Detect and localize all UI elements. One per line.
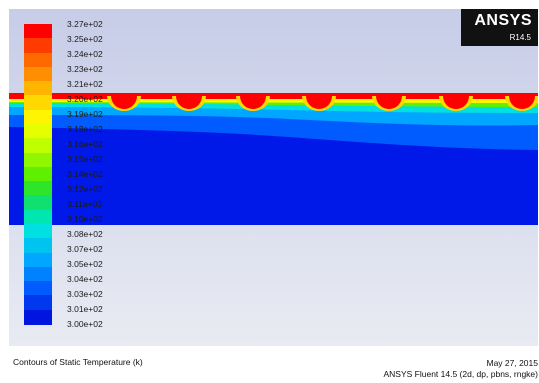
logo-version: R14.5 [509,33,531,42]
heated-tube [509,96,535,109]
ansys-logo: ANSYS R14.5 [461,9,538,46]
colormap-level-label: 3.19e+02 [67,109,103,119]
colormap-level-label: 3.05e+02 [67,259,103,269]
heated-tube [240,96,266,109]
colormap-segment [24,309,52,325]
colormap-level-label: 3.27e+02 [67,19,103,29]
colormap-level-label: 3.16e+02 [67,139,103,149]
colormap-segment [24,109,52,125]
colormap-level-label: 3.23e+02 [67,64,103,74]
colormap-segment [24,81,52,97]
colormap-segment [24,195,52,211]
colormap-segment [24,152,52,168]
plot-date: May 27, 2015 [486,358,538,368]
colormap-legend [24,24,52,325]
colormap-segment [24,295,52,311]
colormap-level-label: 3.20e+02 [67,94,103,104]
colormap-segment [24,266,52,282]
colormap-level-label: 3.14e+02 [67,169,103,179]
colormap-segment [24,238,52,254]
colormap-level-label: 3.21e+02 [67,79,103,89]
colormap-segment [24,95,52,111]
colormap-level-label: 3.00e+02 [67,319,103,329]
graphics-viewport[interactable] [9,9,538,346]
logo-name: ANSYS [474,12,532,29]
colormap-segment [24,281,52,297]
heated-tube [306,96,332,109]
colormap-segment [24,166,52,182]
colormap-segment [24,252,52,268]
plot-caption: Contours of Static Temperature (k) [13,357,143,367]
temperature-contour-plot [9,93,538,225]
heated-tube [176,96,202,109]
colormap-level-label: 3.07e+02 [67,244,103,254]
colormap-level-label: 3.18e+02 [67,124,103,134]
colormap-level-label: 3.11e+02 [67,199,103,209]
hot-wall-band [9,93,538,99]
colormap-level-label: 3.01e+02 [67,304,103,314]
colormap-segment [24,52,52,68]
colormap-segment [24,181,52,197]
colormap-level-label: 3.10e+02 [67,214,103,224]
colormap-segment [24,124,52,139]
heated-tube [111,96,137,109]
colormap-segment [24,209,52,225]
colormap-segment [24,138,52,154]
colormap-level-label: 3.25e+02 [67,34,103,44]
colormap-level-label: 3.04e+02 [67,274,103,284]
colormap-segment [24,24,52,39]
colormap-segment [24,224,52,239]
heated-tube [376,96,402,109]
solver-info: ANSYS Fluent 14.5 (2d, dp, pbns, rngke) [383,369,538,379]
heated-tube-row [107,96,538,111]
colormap-level-label: 3.24e+02 [67,49,103,59]
colormap-level-label: 3.12e+02 [67,184,103,194]
colormap-level-label: 3.03e+02 [67,289,103,299]
colormap-segment [24,38,52,54]
heated-tube [443,96,469,109]
colormap-level-label: 3.08e+02 [67,229,103,239]
colormap-segment [24,66,52,82]
colormap-level-label: 3.15e+02 [67,154,103,164]
